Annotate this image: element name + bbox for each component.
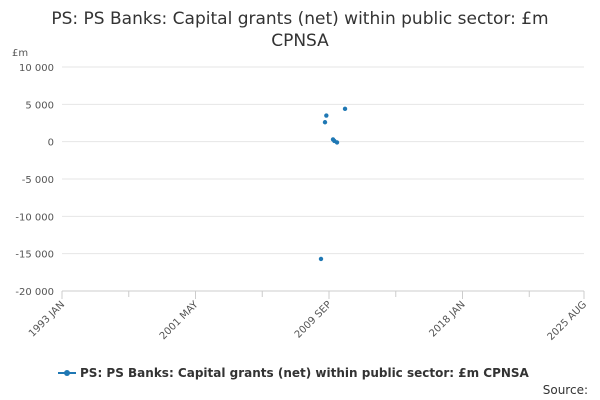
legend-series-marker <box>58 367 76 379</box>
chart-title-line-2: CPNSA <box>271 31 329 51</box>
y-tick-label: 0 <box>48 138 54 149</box>
y-tick-label: -20 000 <box>15 287 54 298</box>
y-tick-label: 5 000 <box>25 100 54 111</box>
y-axis-label: £m <box>12 48 28 59</box>
y-tick-label: -10 000 <box>15 212 54 223</box>
chart-title-line-1: PS: PS Banks: Capital grants (net) withi… <box>51 9 549 29</box>
x-tick-label: 2025 AUG <box>546 299 590 343</box>
legend-series-label: PS: PS Banks: Capital grants (net) withi… <box>80 366 529 380</box>
y-tick-label: 10 000 <box>19 63 54 74</box>
y-tick-label: -5 000 <box>22 175 54 186</box>
y-tick-label: -15 000 <box>15 250 54 261</box>
x-tick-label: 2009 SEP <box>293 299 334 340</box>
data-point[interactable] <box>342 106 348 112</box>
data-point[interactable] <box>324 113 329 118</box>
x-axis <box>61 290 585 299</box>
legend[interactable]: PS: PS Banks: Capital grants (net) withi… <box>58 366 529 380</box>
x-tick-label: 1993 JAN <box>27 299 67 339</box>
x-tick-label: 2018 JAN <box>428 299 468 339</box>
source-label: Source: <box>542 383 588 397</box>
data-point[interactable] <box>322 120 328 125</box>
chart-title: PS: PS Banks: Capital grants (net) withi… <box>0 8 600 52</box>
x-tick-labels: 1993 JAN 2001 MAY 2009 SEP 2018 JAN 2025 AUG <box>27 299 589 343</box>
y-tick-labels: 10 000 5 000 0 -5 000 -10 000 -15 000 -20 000 <box>15 63 54 298</box>
grid-lines <box>62 66 584 292</box>
data-points <box>318 106 348 262</box>
data-point[interactable] <box>318 256 324 262</box>
data-point[interactable] <box>334 140 340 145</box>
x-tick-label: 2001 MAY <box>158 299 201 342</box>
